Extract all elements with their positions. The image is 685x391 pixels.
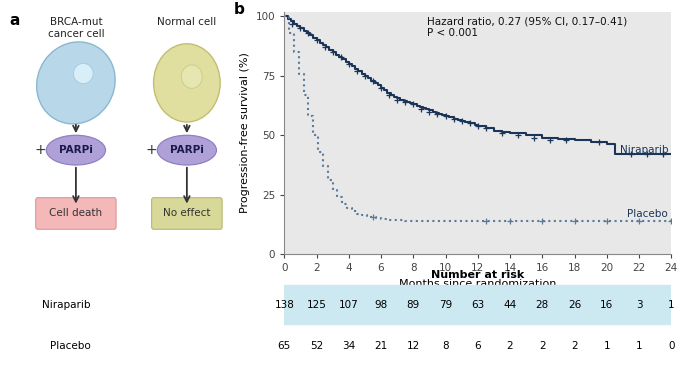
Text: Niraparib: Niraparib bbox=[619, 145, 668, 154]
Text: Placebo: Placebo bbox=[627, 209, 668, 219]
Text: 12: 12 bbox=[407, 341, 420, 351]
Text: 21: 21 bbox=[375, 341, 388, 351]
Text: +: + bbox=[145, 143, 157, 157]
X-axis label: Months since randomization: Months since randomization bbox=[399, 279, 556, 289]
Ellipse shape bbox=[182, 65, 202, 88]
Text: Number at risk: Number at risk bbox=[431, 270, 525, 280]
Ellipse shape bbox=[158, 135, 216, 165]
Ellipse shape bbox=[153, 44, 220, 122]
FancyBboxPatch shape bbox=[36, 198, 116, 229]
Text: 138: 138 bbox=[274, 300, 295, 310]
Text: 1: 1 bbox=[603, 341, 610, 351]
Ellipse shape bbox=[36, 42, 115, 124]
Text: 98: 98 bbox=[375, 300, 388, 310]
Text: 34: 34 bbox=[342, 341, 356, 351]
Text: 2: 2 bbox=[571, 341, 578, 351]
Text: Hazard ratio, 0.27 (95% CI, 0.17–0.41)
P < 0.001: Hazard ratio, 0.27 (95% CI, 0.17–0.41) P… bbox=[427, 16, 627, 38]
Text: 1: 1 bbox=[636, 341, 643, 351]
Text: 8: 8 bbox=[443, 341, 449, 351]
Text: PARPi: PARPi bbox=[170, 145, 204, 155]
Text: PARPi: PARPi bbox=[59, 145, 93, 155]
Text: a: a bbox=[10, 13, 20, 27]
Text: 89: 89 bbox=[407, 300, 420, 310]
Text: Normal cell: Normal cell bbox=[158, 17, 216, 27]
Text: 52: 52 bbox=[310, 341, 323, 351]
Text: 6: 6 bbox=[475, 341, 481, 351]
Y-axis label: Progression-free survival (%): Progression-free survival (%) bbox=[240, 52, 250, 213]
Text: 26: 26 bbox=[568, 300, 581, 310]
Text: 2: 2 bbox=[539, 341, 546, 351]
Text: 28: 28 bbox=[536, 300, 549, 310]
Text: 44: 44 bbox=[503, 300, 516, 310]
Ellipse shape bbox=[47, 135, 105, 165]
Text: Cell death: Cell death bbox=[49, 208, 103, 218]
Text: No effect: No effect bbox=[163, 208, 210, 218]
Text: 79: 79 bbox=[439, 300, 452, 310]
Text: 1: 1 bbox=[668, 300, 675, 310]
Text: 63: 63 bbox=[471, 300, 484, 310]
Text: Placebo: Placebo bbox=[50, 341, 90, 351]
Ellipse shape bbox=[73, 63, 93, 84]
Text: 16: 16 bbox=[600, 300, 614, 310]
Text: Niraparib: Niraparib bbox=[42, 300, 90, 310]
Text: 0: 0 bbox=[668, 341, 675, 351]
Text: +: + bbox=[34, 143, 46, 157]
Text: 65: 65 bbox=[277, 341, 291, 351]
Text: 125: 125 bbox=[307, 300, 327, 310]
Text: BRCA-mut
cancer cell: BRCA-mut cancer cell bbox=[47, 17, 104, 39]
Text: 3: 3 bbox=[636, 300, 643, 310]
Text: 107: 107 bbox=[339, 300, 359, 310]
Text: 2: 2 bbox=[507, 341, 513, 351]
FancyBboxPatch shape bbox=[151, 198, 222, 229]
Text: b: b bbox=[234, 2, 245, 17]
Bar bbox=[284, 285, 671, 324]
